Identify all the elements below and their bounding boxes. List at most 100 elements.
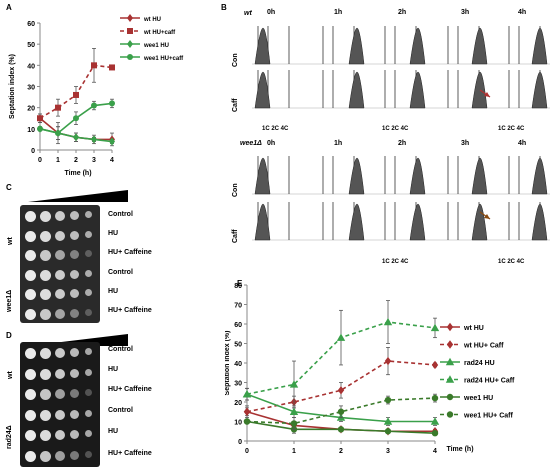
legend-label: wt HU+ Caff xyxy=(463,343,504,350)
x-tick-label: 3 xyxy=(92,157,96,164)
strain-wt: wt xyxy=(7,371,14,379)
yeast-spot xyxy=(40,430,51,441)
strain-label-wee1: wee1Δ xyxy=(240,140,262,147)
legend-label: rad24 HU xyxy=(464,360,495,367)
histogram-peak xyxy=(409,71,426,109)
cond-hucaff-1: HU+ Caffeine xyxy=(108,386,152,393)
data-point xyxy=(73,115,79,122)
cond-hu-2: HU xyxy=(108,428,119,435)
yeast-spot xyxy=(70,430,79,439)
cond-control-2: Control xyxy=(108,407,133,414)
plate xyxy=(20,205,100,323)
legend-label: wee1 HU xyxy=(463,395,493,402)
yeast-spot xyxy=(40,250,51,261)
histogram-peak xyxy=(531,27,548,65)
data-point xyxy=(91,62,97,69)
data-point xyxy=(337,386,345,395)
yeast-spot xyxy=(55,269,65,280)
y-tick-label: 20 xyxy=(234,400,242,407)
yeast-spot xyxy=(25,308,36,320)
data-point xyxy=(55,104,61,111)
legend-marker xyxy=(127,54,133,60)
yeast-spot xyxy=(40,269,51,281)
yeast-spot xyxy=(70,368,79,378)
cond-hucaff-2: HU+ Caffeine xyxy=(108,307,152,314)
strain-rad24: rad24Δ xyxy=(6,425,13,449)
time-4h-bottom: 4h xyxy=(518,140,527,147)
histogram-peak xyxy=(254,203,271,241)
data-point xyxy=(109,100,115,107)
yeast-spot xyxy=(55,250,65,260)
yeast-spot xyxy=(70,269,79,279)
data-point xyxy=(384,428,392,435)
panel-label-e: E xyxy=(237,279,243,288)
x-tick-label: 4 xyxy=(433,448,437,455)
yeast-spot xyxy=(40,289,51,300)
cond-control-1: Control xyxy=(108,211,133,218)
histogram-peak xyxy=(471,27,488,65)
x-axis-label: Time (h) xyxy=(446,446,473,453)
plate xyxy=(20,342,100,467)
yeast-spot xyxy=(25,230,36,242)
cond-hu-1: HU xyxy=(108,230,119,237)
data-point xyxy=(384,356,392,366)
yeast-spot xyxy=(55,289,65,299)
data-point xyxy=(55,130,61,137)
yeast-spot xyxy=(40,211,51,222)
yeast-spot xyxy=(55,230,65,241)
y-tick-label: 10 xyxy=(234,420,242,427)
cond-hu-1: HU xyxy=(108,366,119,373)
data-point xyxy=(37,125,43,132)
yeast-spot xyxy=(85,289,92,296)
panel-label-b: B xyxy=(221,3,227,12)
yeast-spot xyxy=(70,389,79,398)
histogram-peak xyxy=(409,157,426,195)
time-4h: 4h xyxy=(518,9,527,16)
yeast-spot xyxy=(40,450,51,462)
chart-a: 0 10 20 30 40 50 60 0 1 2 3 4 Septation index (%) Tim… xyxy=(9,14,184,177)
x-axis-label: Time (h) xyxy=(64,170,91,177)
strain-wt: wt xyxy=(7,237,14,245)
histogram-peak xyxy=(471,203,488,241)
data-point xyxy=(337,408,345,415)
data-point xyxy=(243,407,251,416)
yeast-spot xyxy=(55,211,65,221)
data-point xyxy=(91,135,97,144)
legend-label: rad24 HU+ Caff xyxy=(464,378,515,385)
strain-wee1: wee1Δ xyxy=(6,289,13,312)
flow-histograms xyxy=(252,26,550,241)
axis-label: 1C 2C 4C xyxy=(382,126,409,132)
panel-label-d: D xyxy=(6,331,12,340)
y-axis-label: Septation index (%) xyxy=(9,54,16,119)
data-point xyxy=(290,420,298,427)
legend-marker xyxy=(446,340,454,349)
time-0h-bottom: 0h xyxy=(267,140,276,147)
histogram-peak xyxy=(531,71,548,109)
yeast-spot xyxy=(85,211,92,218)
yeast-spot xyxy=(25,269,36,281)
panel-label-a: A xyxy=(6,3,12,12)
y-tick-label: 50 xyxy=(234,342,242,349)
time-2h: 2h xyxy=(398,9,407,16)
data-point xyxy=(431,394,439,402)
yeast-spot xyxy=(40,409,51,421)
histogram-peak xyxy=(531,157,548,195)
data-point xyxy=(109,64,115,71)
legend-marker xyxy=(127,14,133,22)
data-point xyxy=(289,380,299,388)
yeast-spot xyxy=(25,368,36,380)
yeast-spot xyxy=(40,368,51,380)
yeast-spot xyxy=(70,450,79,460)
histogram-peak xyxy=(531,203,548,241)
histogram-peak xyxy=(348,27,365,65)
x-tick-label: 3 xyxy=(386,448,390,455)
yeast-spot xyxy=(85,368,92,376)
yeast-spot xyxy=(85,230,92,238)
y-tick-label: 40 xyxy=(27,63,35,70)
y-tick-label: 40 xyxy=(234,361,242,368)
cond-hucaff-1: HU+ Caffeine xyxy=(108,249,152,256)
cond-hu-2: HU xyxy=(108,288,119,295)
legend-marker xyxy=(127,40,133,48)
yeast-spot xyxy=(85,269,92,277)
yeast-spot xyxy=(70,348,79,357)
